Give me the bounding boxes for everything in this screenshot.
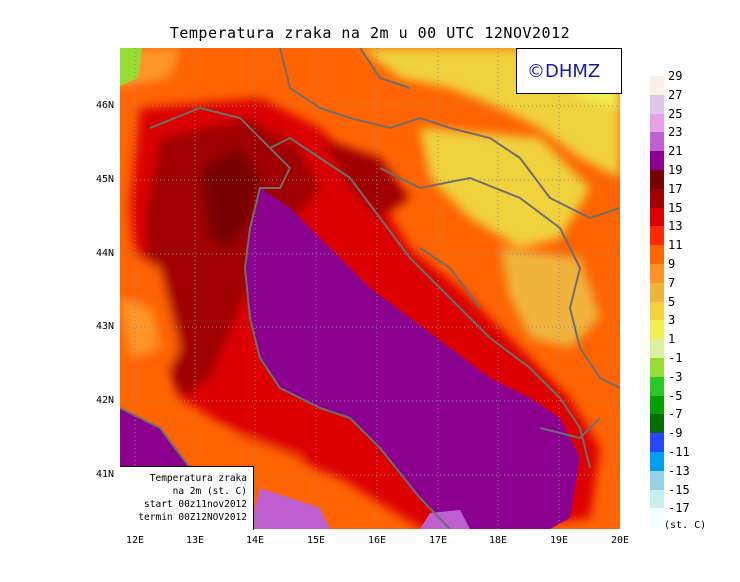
info-line-3: start 00z11nov2012 bbox=[144, 499, 247, 510]
legend-label: 11 bbox=[668, 238, 683, 253]
legend-swatch bbox=[650, 339, 664, 359]
lon-label-12: 12E bbox=[125, 535, 145, 546]
legend-swatch bbox=[650, 132, 664, 152]
legend-swatch bbox=[650, 414, 664, 434]
legend-label: 3 bbox=[668, 313, 676, 328]
legend-label: 23 bbox=[668, 125, 683, 140]
legend-label: 9 bbox=[668, 257, 676, 271]
legend-label: 19 bbox=[668, 163, 683, 177]
lat-label-43: 43N bbox=[95, 321, 114, 332]
legend-label: -17 bbox=[668, 501, 690, 516]
legend-unit: (st. C) bbox=[664, 520, 707, 531]
legend-label: -13 bbox=[668, 463, 690, 478]
legend-swatch bbox=[650, 489, 664, 509]
legend-swatch bbox=[650, 320, 664, 340]
legend-swatch bbox=[650, 94, 664, 115]
legend-swatch bbox=[650, 395, 664, 415]
legend-label: -3 bbox=[668, 369, 683, 384]
legend-swatch bbox=[650, 301, 664, 321]
legend-label: 7 bbox=[668, 275, 676, 290]
legend-swatch bbox=[650, 376, 664, 397]
lon-label-17: 17E bbox=[428, 535, 448, 546]
lon-label-15: 15E bbox=[306, 535, 326, 546]
legend-swatch bbox=[650, 470, 664, 491]
legend-label: 15 bbox=[668, 200, 683, 215]
legend-label: 1 bbox=[668, 332, 676, 347]
lat-label-42: 42N bbox=[95, 395, 114, 406]
dhmz-logo: ©DHMZ bbox=[516, 48, 622, 94]
legend-label: 13 bbox=[668, 219, 683, 234]
legend-swatch bbox=[650, 226, 664, 246]
legend-swatch bbox=[650, 113, 664, 133]
legend-swatch bbox=[650, 151, 664, 171]
legend-swatch bbox=[650, 188, 664, 209]
temperature-map bbox=[120, 48, 620, 529]
legend-label: -1 bbox=[668, 351, 683, 365]
info-line-1: Temperatura zraka bbox=[149, 473, 247, 484]
legend-label: 25 bbox=[668, 106, 683, 121]
lon-label-14: 14E bbox=[245, 535, 265, 546]
lat-label-44: 44N bbox=[95, 248, 114, 259]
legend-label: 27 bbox=[668, 87, 683, 102]
legend-swatch bbox=[650, 245, 664, 265]
info-box: Temperatura zraka na 2m (st. C) start 00… bbox=[120, 466, 254, 530]
lon-label-18: 18E bbox=[488, 535, 508, 546]
legend-swatch bbox=[650, 433, 664, 453]
legend-label: 5 bbox=[668, 294, 676, 309]
legend-label: -5 bbox=[668, 388, 683, 403]
legend-swatch bbox=[650, 207, 664, 227]
info-line-4: termin 00Z12NOV2012 bbox=[138, 512, 247, 523]
legend-label: -7 bbox=[668, 407, 683, 422]
legend-label: -11 bbox=[668, 445, 690, 459]
legend-label: -9 bbox=[668, 426, 683, 441]
legend-label: 17 bbox=[668, 181, 683, 196]
adriatic-sea bbox=[245, 188, 580, 529]
lon-label-13: 13E bbox=[185, 535, 205, 546]
legend-swatch bbox=[650, 76, 664, 96]
legend-label: 21 bbox=[668, 144, 683, 159]
legend-swatch bbox=[650, 282, 664, 303]
legend-label: 29 bbox=[668, 69, 683, 83]
lat-label-41: 41N bbox=[95, 469, 114, 480]
map-title: Temperatura zraka na 2m u 00 UTC 12NOV20… bbox=[169, 24, 571, 42]
info-line-2: na 2m (st. C) bbox=[172, 486, 247, 497]
lon-label-16: 16E bbox=[367, 535, 387, 546]
legend-swatch bbox=[650, 358, 664, 378]
lon-label-19: 19E bbox=[549, 535, 569, 546]
legend-swatch bbox=[650, 508, 664, 528]
legend-label: -15 bbox=[668, 482, 690, 497]
lon-label-20: 20E bbox=[610, 535, 630, 546]
legend-swatch bbox=[650, 170, 664, 190]
legend-swatch bbox=[650, 264, 664, 284]
lat-label-45: 45N bbox=[95, 174, 114, 185]
lat-label-46: 46N bbox=[95, 100, 114, 111]
legend-swatch bbox=[650, 452, 664, 472]
